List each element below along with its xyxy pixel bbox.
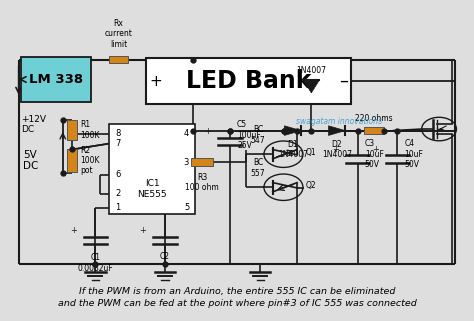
FancyBboxPatch shape	[109, 124, 195, 214]
Text: –: –	[339, 72, 348, 90]
Text: swagatam innovations: swagatam innovations	[296, 117, 382, 126]
Text: 4: 4	[184, 129, 189, 138]
FancyBboxPatch shape	[21, 57, 91, 102]
Polygon shape	[284, 126, 301, 135]
FancyBboxPatch shape	[67, 150, 77, 171]
Text: IC1
NE555: IC1 NE555	[137, 179, 167, 198]
Text: +: +	[332, 144, 339, 153]
Text: C3
10uF
50V: C3 10uF 50V	[365, 139, 383, 169]
Polygon shape	[303, 80, 319, 93]
Text: C2: C2	[160, 252, 170, 261]
Text: +: +	[70, 226, 77, 235]
FancyBboxPatch shape	[191, 158, 213, 166]
FancyBboxPatch shape	[67, 120, 77, 140]
Text: LM 338: LM 338	[29, 73, 83, 86]
FancyBboxPatch shape	[146, 58, 351, 104]
Text: +: +	[205, 127, 211, 136]
Text: +12V
DC: +12V DC	[21, 115, 46, 134]
FancyBboxPatch shape	[109, 56, 128, 63]
Text: D2
1N4007: D2 1N4007	[322, 140, 352, 160]
Text: BC
557: BC 557	[251, 158, 265, 178]
Text: C5
100uF
25V: C5 100uF 25V	[237, 120, 261, 150]
Text: LED Bank: LED Bank	[186, 69, 311, 93]
FancyBboxPatch shape	[365, 127, 384, 134]
Text: 7: 7	[115, 139, 121, 148]
Polygon shape	[328, 126, 345, 135]
Text: 1N4007: 1N4007	[296, 65, 326, 74]
Text: C1
0.0082uF: C1 0.0082uF	[77, 253, 113, 273]
Text: 6: 6	[115, 170, 121, 179]
Text: D1
1N4007: D1 1N4007	[278, 140, 308, 160]
Text: 2: 2	[115, 189, 120, 198]
Text: If the PWM is from an Arduino, the entire 555 IC can be eliminated
and the PWM c: If the PWM is from an Arduino, the entir…	[58, 287, 416, 308]
Text: R2
100K
pot: R2 100K pot	[81, 146, 100, 175]
Text: 220 ohms: 220 ohms	[355, 114, 393, 123]
Text: 5: 5	[184, 203, 189, 212]
Text: +: +	[372, 144, 379, 153]
Text: Q2: Q2	[306, 181, 316, 190]
Text: 8: 8	[115, 129, 121, 138]
Text: BC
547: BC 547	[251, 126, 265, 145]
Text: Q1: Q1	[306, 148, 316, 157]
Text: 3: 3	[184, 158, 189, 167]
Text: C4
10uF
50V: C4 10uF 50V	[404, 139, 423, 169]
Text: R1
100K: R1 100K	[81, 120, 100, 140]
Text: +: +	[149, 74, 162, 89]
Text: 1: 1	[115, 203, 120, 212]
Text: Rx
current
limit: Rx current limit	[105, 19, 133, 49]
Text: 5V
DC: 5V DC	[23, 150, 38, 171]
Text: R3
100 ohm: R3 100 ohm	[185, 173, 219, 193]
Text: +: +	[139, 226, 146, 235]
